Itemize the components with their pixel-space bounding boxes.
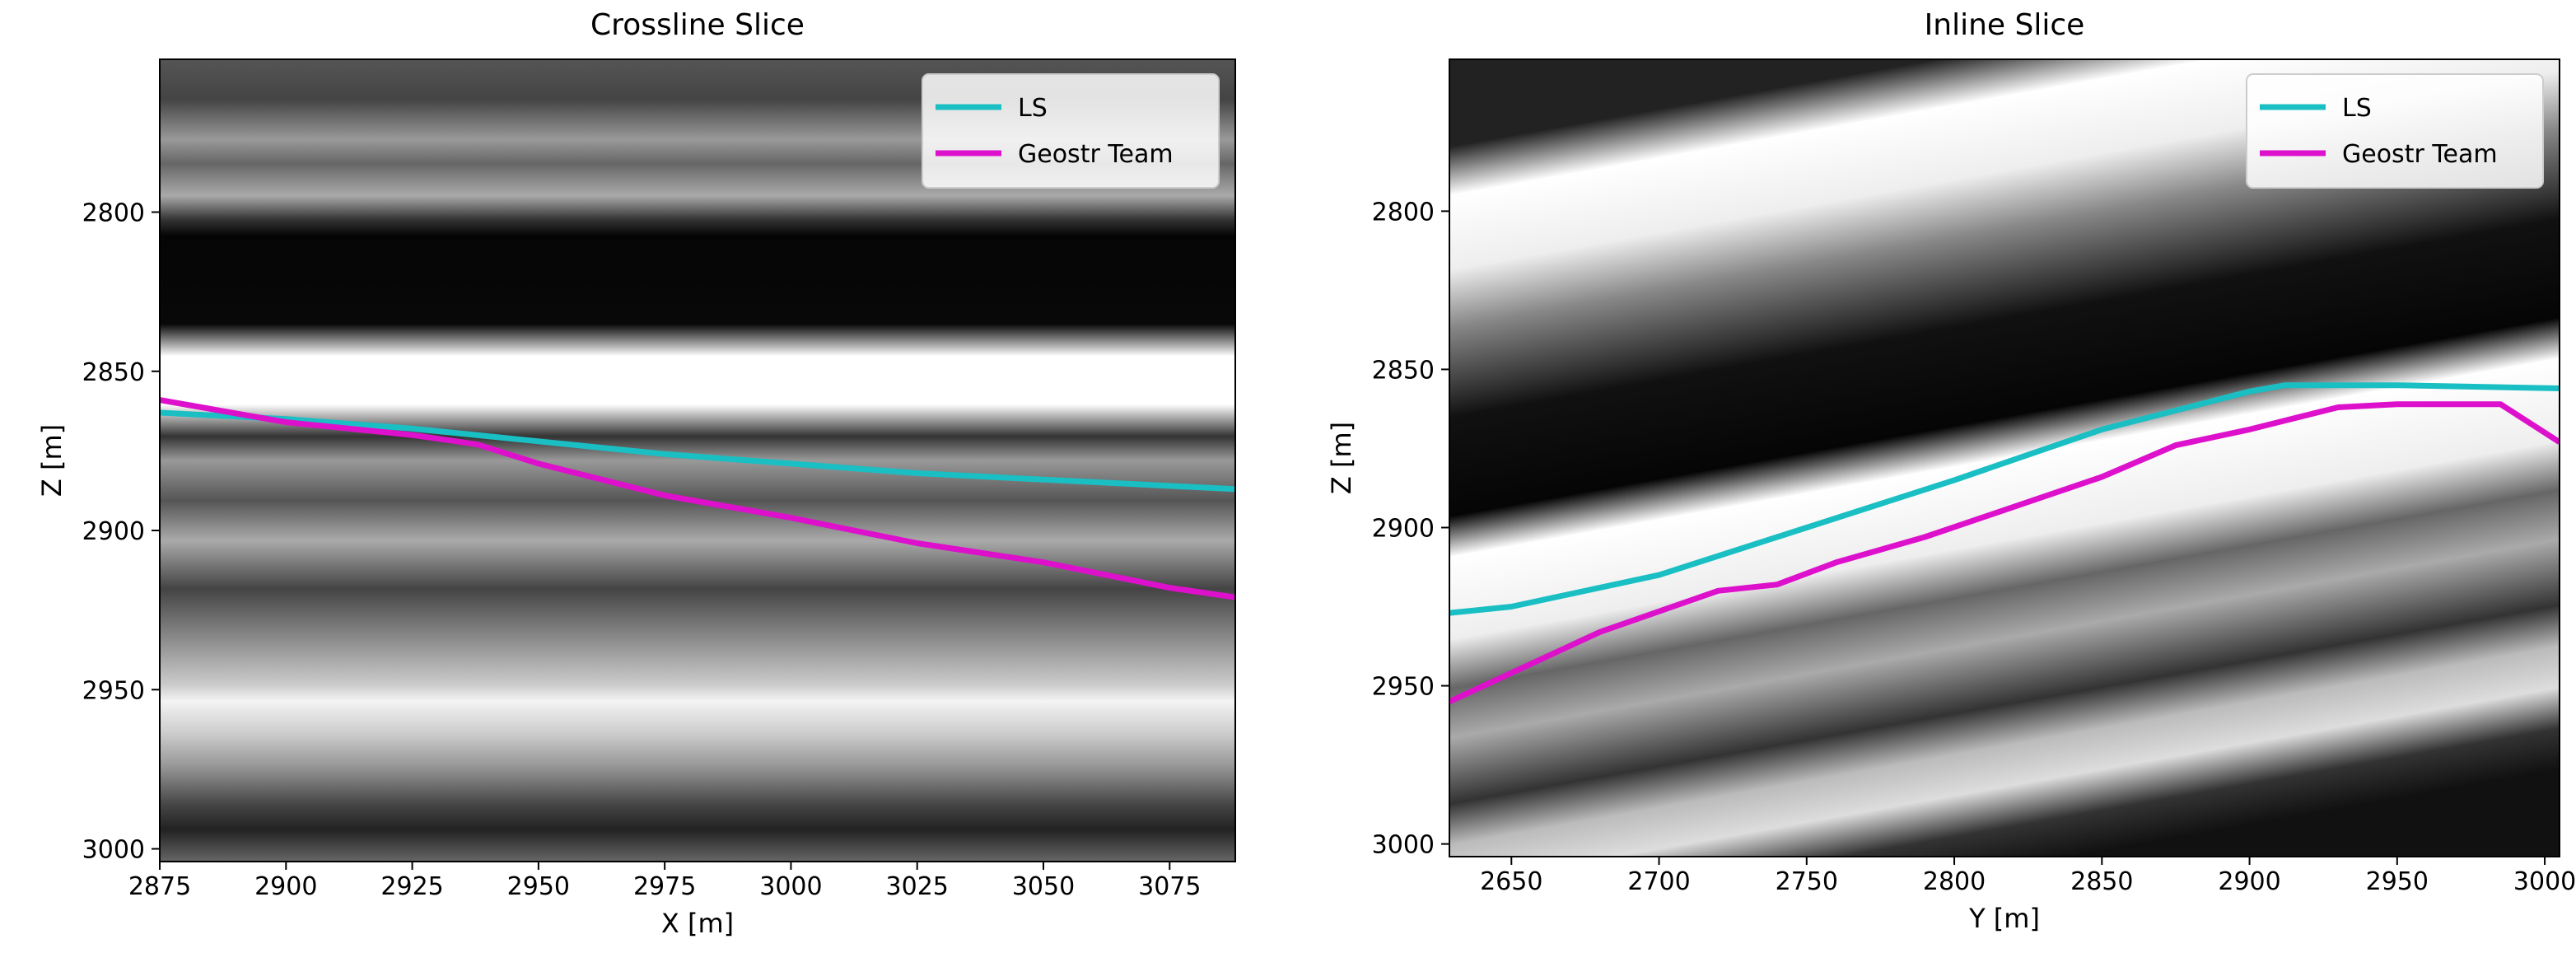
x-axis-label: Y [m]	[1968, 903, 2040, 934]
x-tick-label: 2875	[128, 872, 191, 901]
y-tick-label: 2900	[82, 517, 145, 546]
y-axis-label: Z [m]	[36, 424, 68, 497]
x-tick-label: 2950	[2366, 867, 2429, 896]
seismic-image	[1449, 59, 2560, 857]
x-tick-label: 2850	[2070, 867, 2133, 896]
legend-label: LS	[1018, 94, 1048, 123]
series-line	[160, 409, 1235, 493]
series-line	[1449, 401, 2560, 704]
y-tick-label: 3000	[82, 836, 145, 865]
legend-box	[2246, 73, 2544, 189]
seismic-image	[160, 59, 1235, 862]
y-tick-label: 3000	[1372, 831, 1435, 860]
x-tick-label: 2700	[1627, 867, 1690, 896]
plot-frame	[1449, 58, 2560, 857]
legend-label: Geostr Team	[2342, 140, 2498, 169]
x-tick-label: 3075	[1138, 872, 1201, 901]
x-tick-label: 3025	[886, 872, 949, 901]
legend-label: Geostr Team	[1018, 140, 1174, 169]
legend-box	[922, 73, 1220, 189]
x-tick-label: 2900	[254, 872, 317, 901]
x-tick-label: 2900	[2218, 867, 2280, 896]
y-axis-label: Z [m]	[1326, 422, 1357, 494]
x-tick-label: 2750	[1776, 867, 1838, 896]
x-tick-label: 3000	[2513, 867, 2576, 896]
x-tick-label: 2975	[633, 872, 696, 901]
y-tick-label: 2950	[1372, 673, 1435, 702]
y-tick-label: 2850	[82, 358, 145, 387]
y-tick-label: 2850	[1372, 356, 1435, 385]
x-tick-label: 3000	[759, 872, 822, 901]
panel: 2875 2900 2925 2950 2975 3000 3025 3050 3075 2800…	[36, 8, 1236, 939]
plot-area	[1449, 382, 2560, 704]
series-line	[160, 397, 1235, 600]
plot-area	[160, 397, 1235, 600]
y-tick-label: 2800	[82, 199, 145, 228]
legend: LS Geostr Team	[922, 73, 1220, 189]
plot-frame	[159, 58, 1236, 862]
y-tick-label: 2950	[82, 676, 145, 705]
legend-label: LS	[2342, 94, 2372, 123]
y-tick-label: 2800	[1372, 198, 1435, 227]
x-tick-label: 2800	[1923, 867, 1986, 896]
chart-title: Inline Slice	[1925, 8, 2085, 42]
legend: LS Geostr Team	[2246, 73, 2544, 189]
y-tick-label: 2900	[1372, 515, 1435, 544]
x-tick-label: 3050	[1012, 872, 1075, 901]
series-line	[1449, 382, 2560, 616]
x-axis-label: X [m]	[661, 908, 734, 939]
x-tick-label: 2950	[507, 872, 570, 901]
chart-title: Crossline Slice	[590, 8, 805, 42]
panel: 2650 2700 2750 2800 2850 2900 2950 3000 2800 2850…	[1326, 8, 2576, 934]
x-tick-label: 2925	[380, 872, 443, 901]
x-tick-label: 2650	[1480, 867, 1542, 896]
